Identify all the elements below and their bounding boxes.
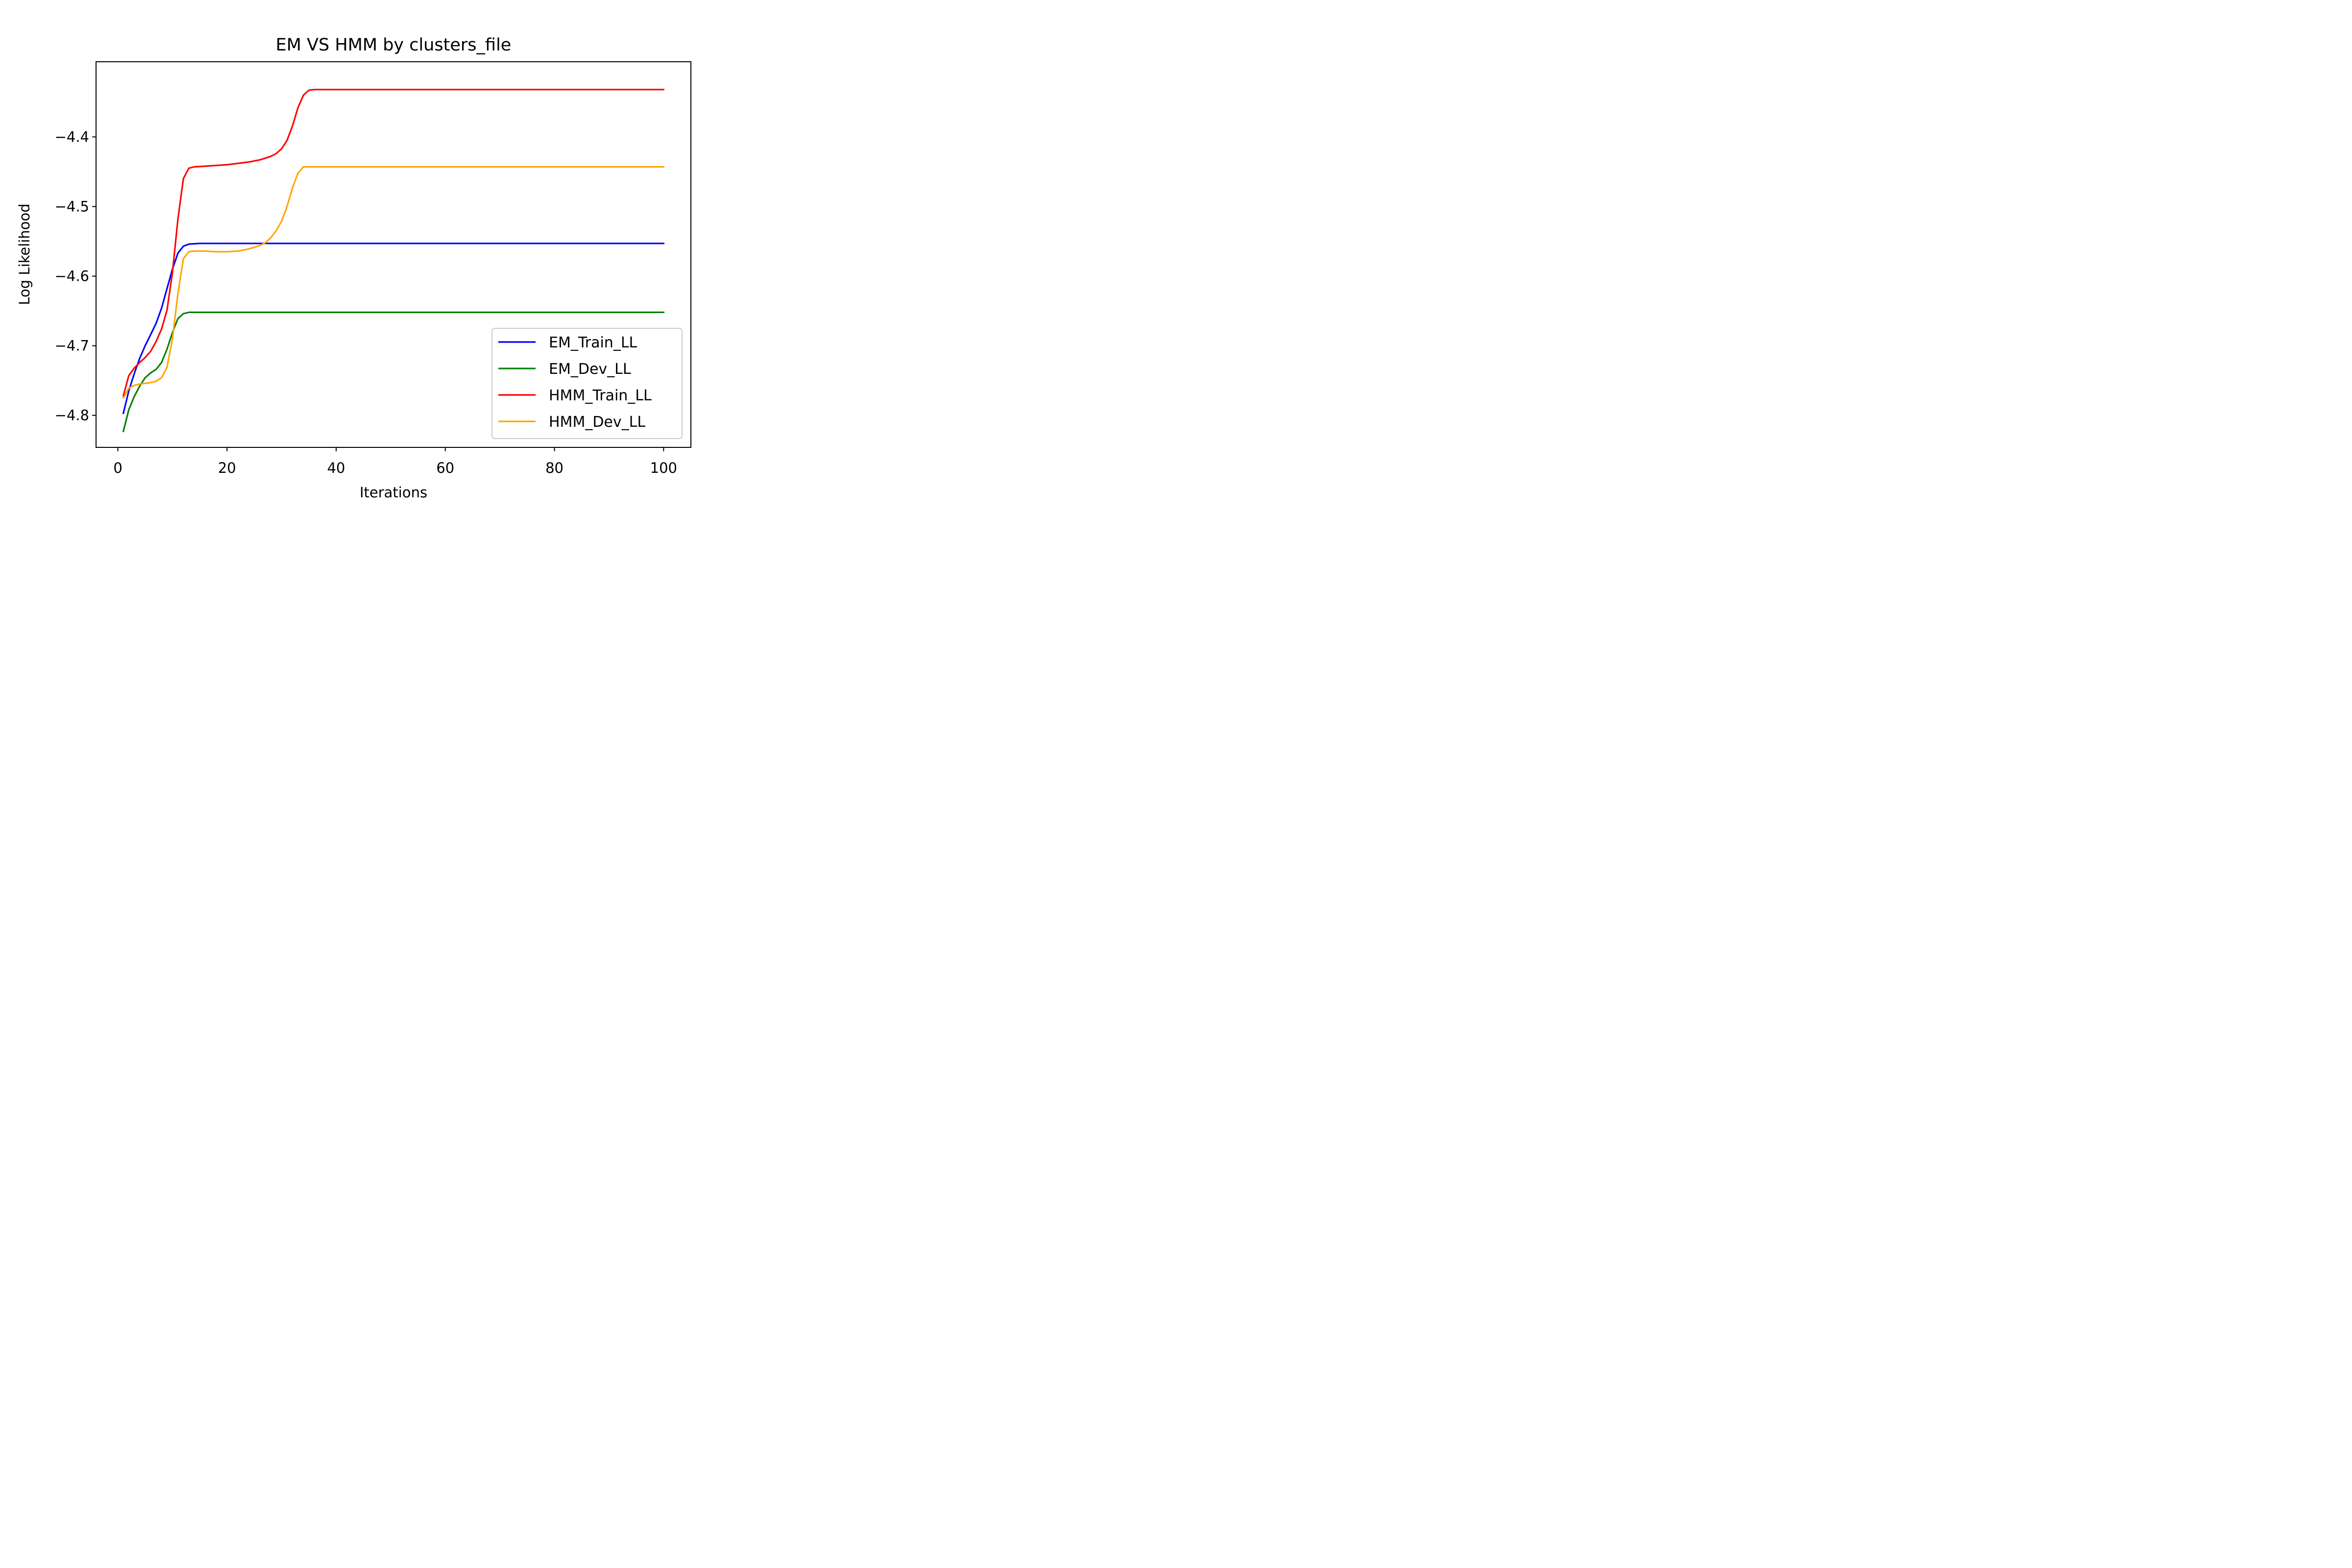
y-tick-label: −4.8 — [55, 407, 89, 424]
y-tick-label: −4.7 — [55, 338, 89, 354]
legend-entries: EM_Train_LL EM_Dev_LL HMM_Train_LL HMM_Dev_… — [498, 334, 652, 431]
legend: EM_Train_LL EM_Dev_LL HMM_Train_LL HMM_Dev_… — [491, 328, 683, 439]
series-layer — [122, 89, 664, 433]
series-line-em-dev-ll — [122, 311, 664, 433]
plot-area-frame — [96, 61, 691, 448]
legend-label-hmm-dev-ll: HMM_Dev_LL — [549, 414, 645, 431]
y-tick-label: −4.4 — [55, 128, 89, 145]
legend-label-hmm-train-ll: HMM_Train_LL — [549, 387, 652, 404]
chart-figure: EM VS HMM by clusters_file 0 20 40 60 80 100 … — [0, 0, 757, 504]
y-axis-ticks: −4.8 −4.7 −4.6 −4.5 −4.4 — [55, 128, 96, 424]
x-tick-label: 20 — [218, 460, 236, 476]
y-axis-title: Log Likelihood — [16, 203, 33, 305]
x-axis-ticks: 0 20 40 60 80 100 — [113, 447, 677, 476]
x-tick-label: 0 — [113, 460, 122, 476]
chart-title: EM VS HMM by clusters_file — [276, 35, 512, 55]
legend-label-em-train-ll: EM_Train_LL — [549, 334, 637, 351]
legend-box — [491, 328, 683, 439]
y-tick-label: −4.6 — [55, 268, 89, 285]
x-tick-label: 40 — [327, 460, 345, 476]
series-line-hmm-dev-ll — [122, 166, 664, 399]
x-tick-label: 60 — [436, 460, 454, 476]
y-tick-label: −4.5 — [55, 198, 89, 215]
legend-label-em-dev-ll: EM_Dev_LL — [549, 361, 631, 378]
x-axis-title: Iterations — [360, 484, 427, 501]
series-line-hmm-train-ll — [122, 89, 664, 397]
x-tick-label: 100 — [650, 460, 677, 476]
x-tick-label: 80 — [545, 460, 564, 476]
